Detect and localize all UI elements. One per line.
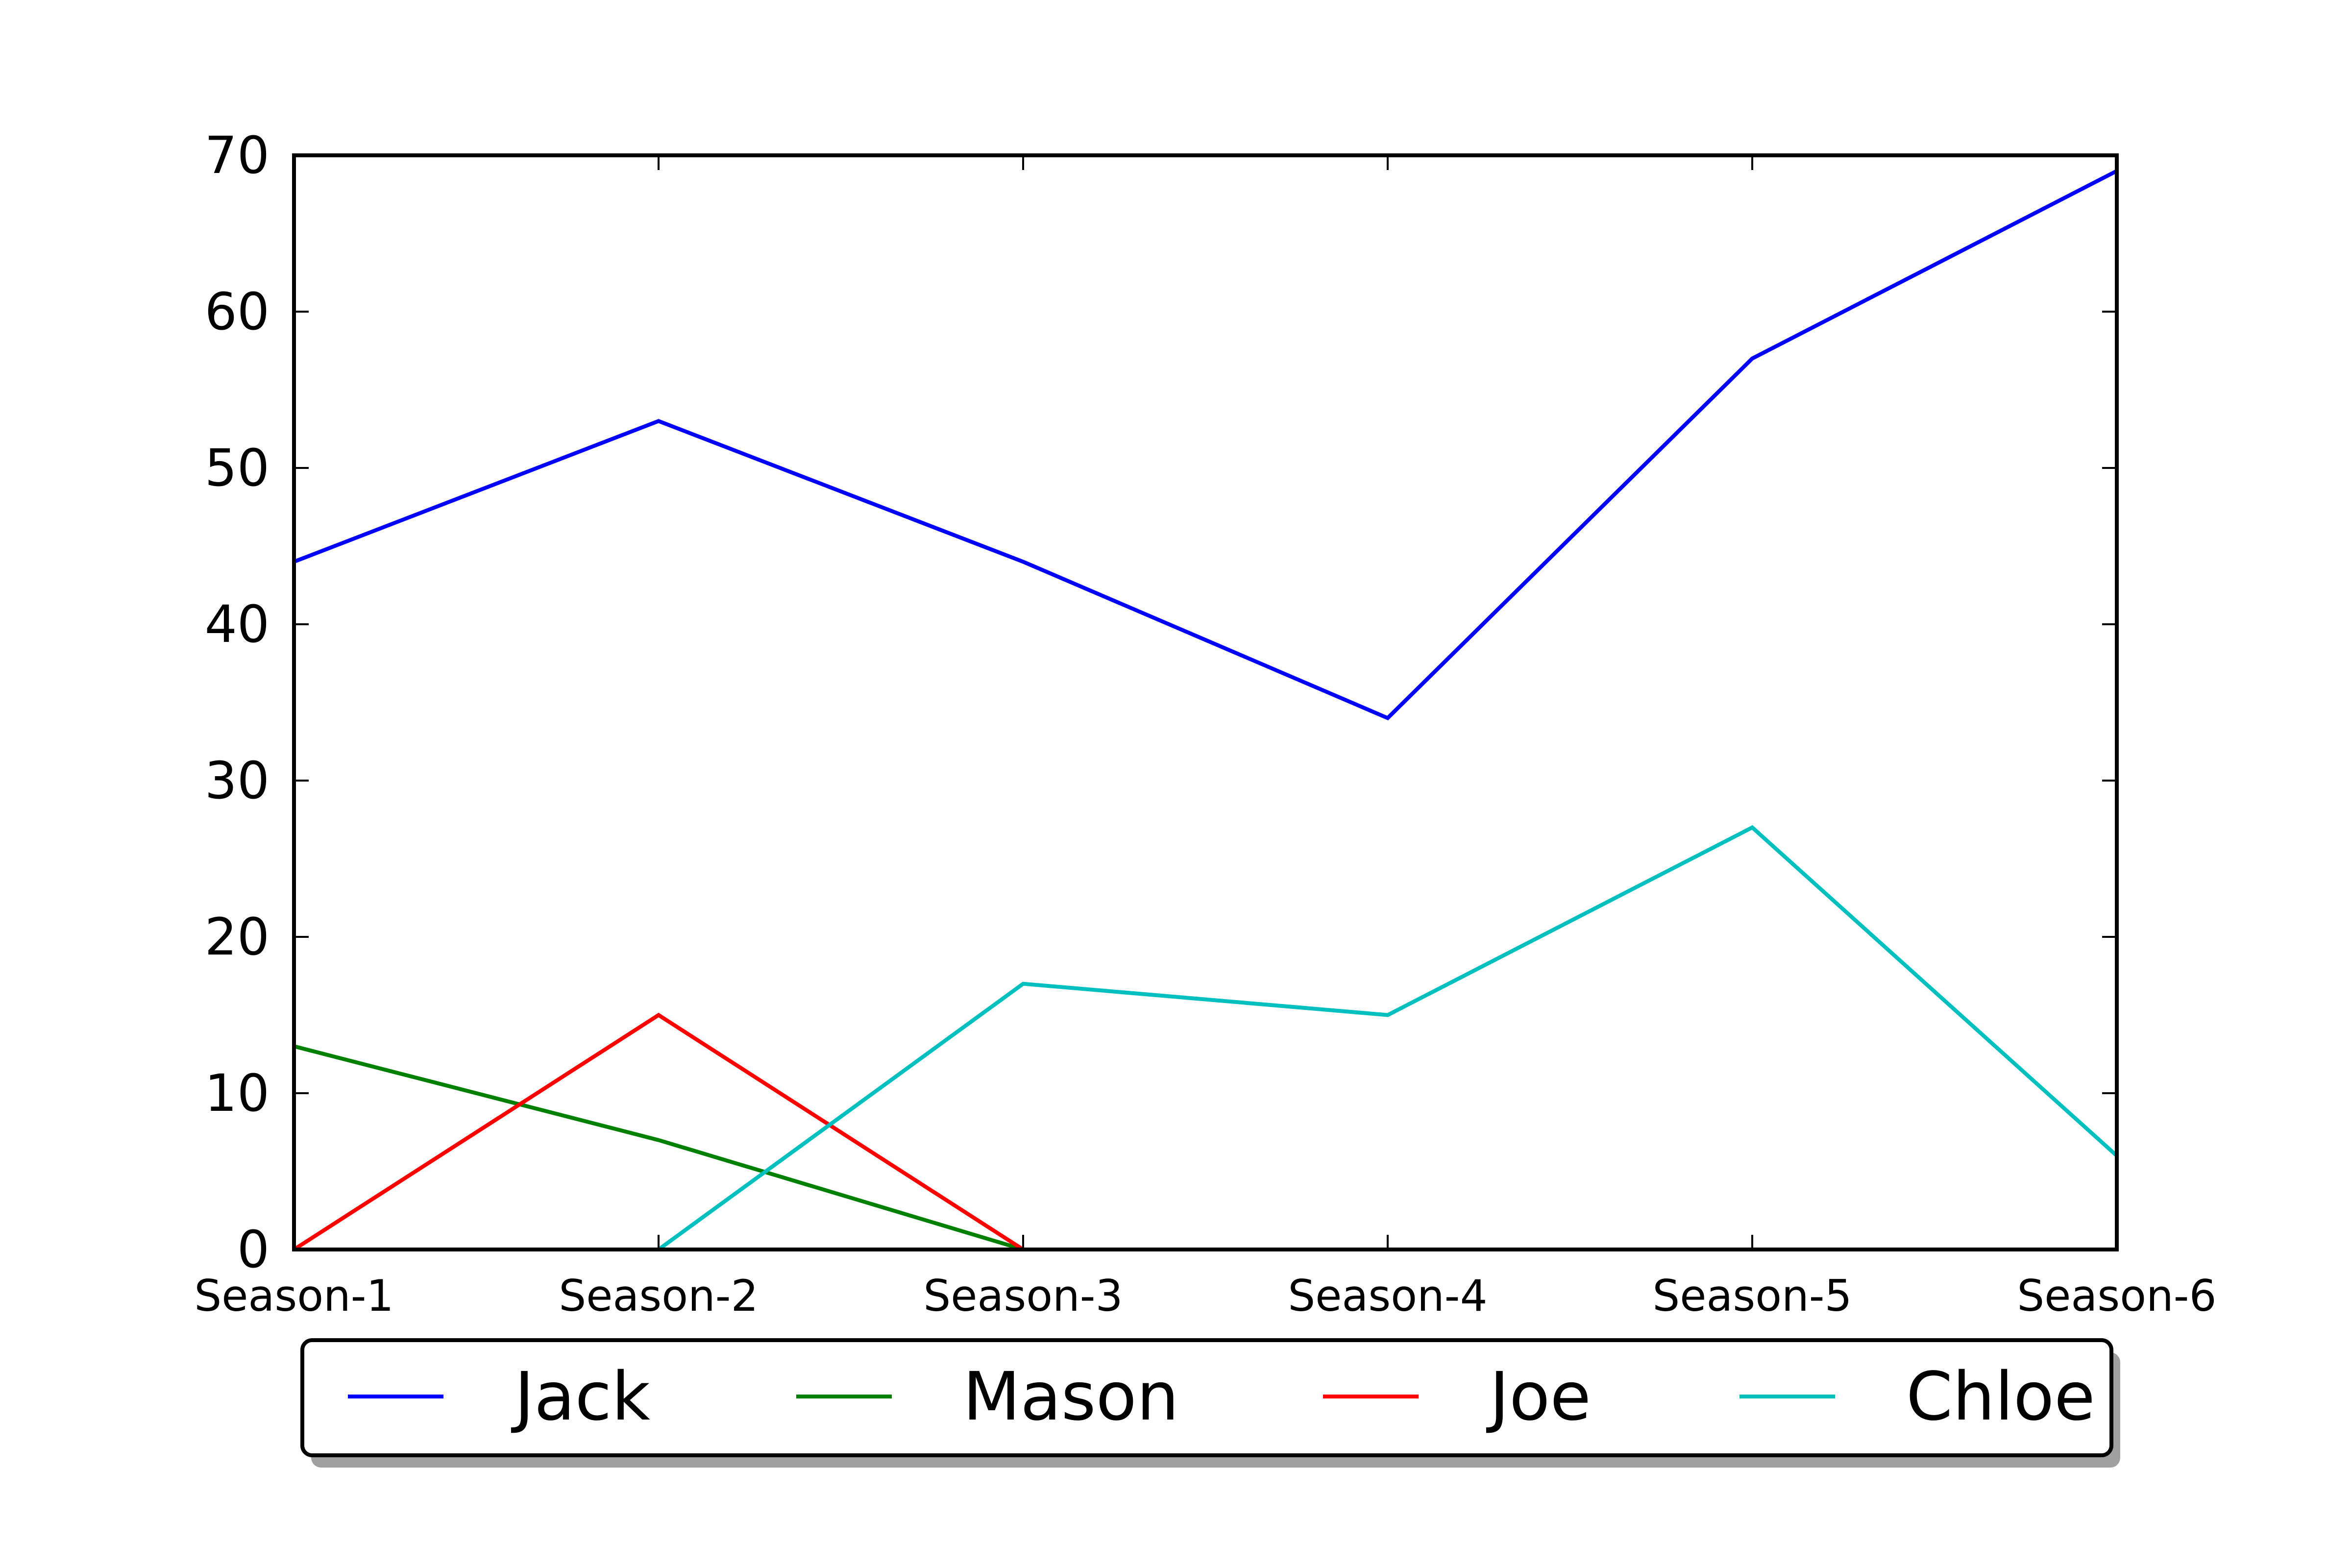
legend-box <box>300 1338 2113 1457</box>
legend-label-joe: Joe <box>1486 1358 1591 1436</box>
series-line-joe <box>293 1012 1025 1251</box>
y-tick-label: 60 <box>205 282 270 342</box>
x-tick-label: Season-3 <box>923 1271 1123 1321</box>
y-tick-label: 10 <box>205 1063 270 1123</box>
legend-label-chloe: Chloe <box>1906 1358 2095 1436</box>
series-line-mason <box>294 1044 1024 1251</box>
y-tick-label: 20 <box>205 907 270 967</box>
legend: Jack Mason Joe Chloe <box>300 1338 2120 1468</box>
series-chloe <box>657 825 2118 1251</box>
legend-entries: Jack Mason Joe Chloe <box>348 1358 2095 1436</box>
series-jack <box>293 169 2118 721</box>
series-mason <box>294 1044 1024 1251</box>
y-tick-label: 0 <box>237 1220 270 1279</box>
legend-item-chloe: Chloe <box>1740 1358 2095 1436</box>
series-line-chloe <box>657 825 2118 1251</box>
series-joe <box>293 1012 1025 1251</box>
x-tick-label: Season-6 <box>2017 1271 2216 1321</box>
y-axis-tick-labels: 0 10 20 30 40 50 60 70 <box>205 125 270 1279</box>
x-tick-label: Season-5 <box>1652 1271 1852 1321</box>
legend-label-jack: Jack <box>511 1358 650 1436</box>
x-tick-label: Season-1 <box>194 1271 393 1321</box>
legend-item-mason: Mason <box>796 1358 1179 1436</box>
legend-item-jack: Jack <box>348 1358 650 1436</box>
y-tick-label: 30 <box>205 751 270 810</box>
x-tick-label: Season-4 <box>1288 1271 1487 1321</box>
x-axis-tick-labels: Season-1 Season-2 Season-3 Season-4 Season-5… <box>194 1271 2216 1321</box>
legend-item-joe: Joe <box>1323 1358 1591 1436</box>
series-line-jack <box>293 169 2118 721</box>
series-layer <box>293 169 2118 1251</box>
y-tick-label: 70 <box>205 125 270 185</box>
legend-label-mason: Mason <box>963 1358 1179 1436</box>
x-tick-label: Season-2 <box>559 1271 758 1321</box>
plot-frame <box>292 153 2119 1251</box>
y-tick-label: 50 <box>205 438 270 498</box>
y-tick-label: 40 <box>205 594 270 654</box>
